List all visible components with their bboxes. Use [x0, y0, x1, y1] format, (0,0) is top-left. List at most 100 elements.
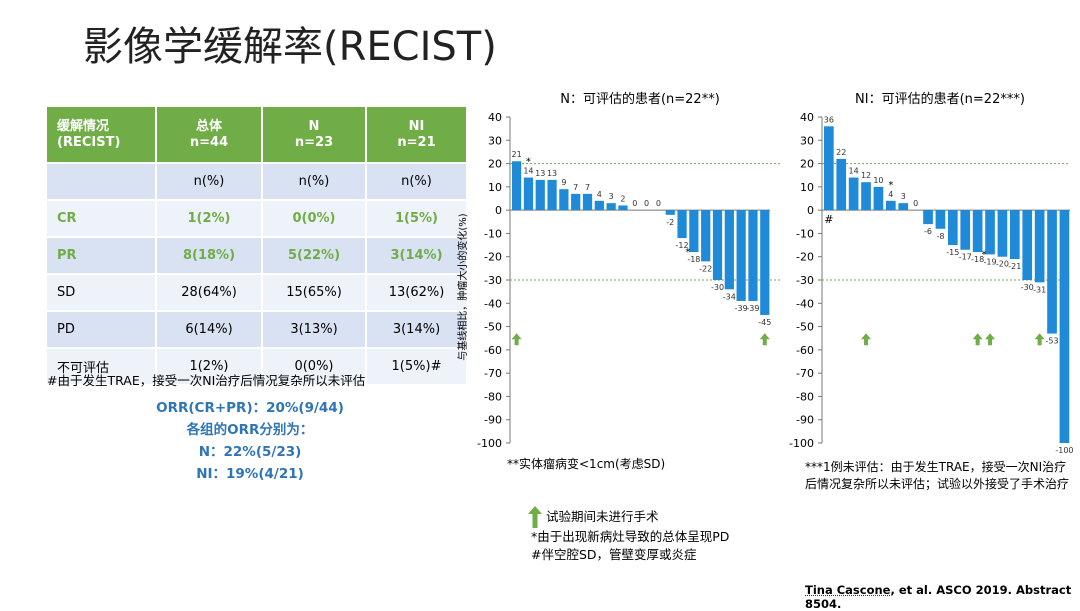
bar-value-label: -2	[666, 218, 674, 227]
bar-value-label: -39	[746, 304, 759, 313]
bar	[1022, 210, 1032, 280]
y-tick-label: 40	[488, 111, 502, 124]
bar	[836, 159, 846, 210]
bar-value-label: -30	[1021, 283, 1034, 292]
asterisk-marker: *	[685, 247, 690, 258]
green-arrow-marker	[973, 333, 983, 345]
bar	[985, 210, 995, 254]
y-tick-label: 10	[800, 181, 814, 194]
asterisk-marker: *	[982, 249, 987, 260]
legend-hash-text: #伴空腔SD，管壁变厚或炎症	[531, 546, 697, 564]
bar-value-label: 9	[561, 178, 566, 187]
y-tick-label: -30	[484, 274, 502, 287]
bar	[666, 210, 675, 215]
bar	[713, 210, 722, 280]
bar-value-label: 13	[535, 169, 545, 178]
chart-title: NI：可评估的患者(n=22***)	[855, 91, 1025, 107]
bar-value-label: -53	[1045, 337, 1058, 346]
bar	[1035, 210, 1045, 282]
bar-value-label: -21	[1008, 262, 1021, 271]
green-arrow-marker	[512, 333, 522, 345]
asterisk-marker: *	[526, 157, 531, 168]
y-tick-label: -30	[796, 274, 814, 287]
y-tick-label: 30	[800, 134, 814, 147]
green-arrow-marker	[985, 333, 995, 345]
citation: Tina Cascone, et al. ASCO 2019. Abstract…	[805, 583, 1080, 611]
y-tick-label: -10	[484, 227, 502, 240]
footnote-ni: ***1例未评估：由于发生TRAE，接受一次NI治疗后情况复杂所以未评估；试验以…	[805, 459, 1070, 493]
y-tick-label: 40	[800, 111, 814, 124]
bar-value-label: 36	[824, 115, 834, 124]
bar-value-label: -20	[996, 260, 1009, 269]
bar-value-label: 0	[656, 199, 661, 208]
y-tick-label: 10	[488, 181, 502, 194]
bar	[898, 203, 908, 210]
bar-value-label: 13	[547, 169, 557, 178]
bar	[689, 210, 698, 252]
y-tick-label: -70	[796, 367, 814, 380]
bar	[760, 210, 769, 315]
bar	[618, 205, 627, 210]
y-tick-label: 0	[807, 204, 814, 217]
bar-value-label: 0	[632, 199, 637, 208]
bar	[607, 203, 616, 210]
legend-row-hash: #伴空腔SD，管壁变厚或炎症	[528, 546, 729, 564]
bar	[973, 210, 983, 252]
asterisk-marker: *	[888, 180, 893, 191]
bar-value-label: 3	[609, 192, 614, 201]
y-axis-label: 与基线相比，肿瘤大小的变化(%)	[456, 213, 469, 360]
y-tick-label: -90	[484, 414, 502, 427]
bar	[824, 126, 834, 210]
green-arrow-marker	[760, 333, 770, 345]
bar-value-label: -22	[699, 264, 712, 273]
bar	[536, 180, 545, 210]
bar-value-label: 7	[573, 183, 578, 192]
y-tick-label: 20	[800, 158, 814, 171]
bar-value-label: -17	[959, 253, 972, 262]
bar-value-label: -31	[1033, 285, 1046, 294]
bar	[701, 210, 710, 261]
y-tick-label: -40	[796, 297, 814, 310]
bar	[595, 201, 604, 210]
bar	[677, 210, 686, 238]
legend-arrow-text: 试验期间未进行手术	[546, 508, 659, 526]
bar	[524, 178, 533, 211]
bar	[1060, 210, 1070, 443]
bar-value-label: 7	[585, 183, 590, 192]
bar-value-label: -100	[1055, 446, 1073, 455]
legend-row-arrow: 试验期间未进行手术	[528, 506, 729, 528]
bar-value-label: 10	[873, 176, 883, 185]
bar	[861, 182, 871, 210]
footnote-n: **实体瘤病变<1cm(考虑SD)	[507, 455, 665, 472]
y-tick-label: -60	[796, 344, 814, 357]
bar-value-label: 22	[836, 148, 846, 157]
bar-value-label: 2	[620, 194, 625, 203]
chart-legend: 试验期间未进行手术 *由于出现新病灶导致的总体呈现PD #伴空腔SD，管壁变厚或…	[528, 506, 729, 564]
y-tick-label: 20	[488, 158, 502, 171]
bar	[583, 194, 592, 210]
y-tick-label: -60	[484, 344, 502, 357]
bar	[1010, 210, 1020, 259]
y-tick-label: -80	[796, 390, 814, 403]
y-tick-label: 0	[495, 204, 502, 217]
bar	[571, 194, 580, 210]
bar	[1047, 210, 1057, 333]
bar-value-label: -8	[936, 232, 944, 241]
y-tick-label: -40	[484, 297, 502, 310]
y-tick-label: 30	[488, 134, 502, 147]
y-tick-label: -100	[477, 437, 502, 450]
chart-title: N：可评估的患者(n=22**)	[560, 91, 720, 107]
y-tick-label: -20	[796, 251, 814, 264]
bar	[948, 210, 958, 245]
bar-value-label: -30	[711, 283, 724, 292]
y-tick-label: -50	[484, 321, 502, 334]
bar-value-label: -6	[924, 227, 932, 236]
bar	[737, 210, 746, 301]
y-tick-label: -50	[796, 321, 814, 334]
bar	[874, 187, 884, 210]
bar	[960, 210, 970, 250]
y-tick-label: -20	[484, 251, 502, 264]
bar-value-label: 0	[913, 199, 918, 208]
bar-value-label: 4	[597, 190, 602, 199]
bar-value-label: -34	[723, 292, 736, 301]
